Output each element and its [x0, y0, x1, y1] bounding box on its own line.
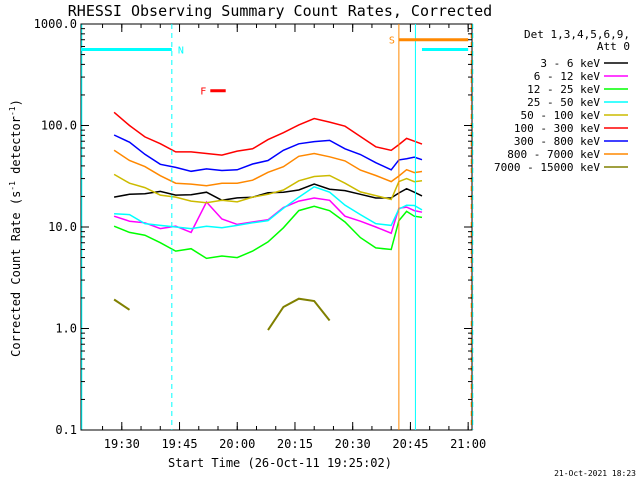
y-axis-label-sup2: -1: [8, 106, 17, 116]
legend-entry-label: 25 - 50 keV: [527, 96, 600, 109]
series-line: [113, 149, 423, 187]
legend-entry-label: 300 - 800 keV: [514, 135, 600, 148]
y-tick-label: 100.0: [41, 119, 77, 133]
axis-layer: 1000.0 100.0 10.0 1.0 0.1 19:30 19:45 20:00 20:1…: [34, 17, 487, 451]
series-line: [113, 134, 423, 173]
y-axis-label-sup1: -1: [8, 181, 17, 191]
series-line: [113, 205, 423, 260]
legend-entry-label: 100 - 300 keV: [514, 122, 600, 135]
y-tick-label: 1000.0: [34, 17, 77, 31]
x-tick-label: 19:45: [161, 437, 197, 451]
x-tick-label: 20:45: [392, 437, 428, 451]
legend-entry-label: 7000 - 15000 keV: [494, 161, 600, 174]
y-tick-label: 1.0: [55, 322, 77, 336]
flag-bar-label: S: [389, 36, 395, 47]
series-line: [113, 183, 423, 202]
y-axis-label-part3: ): [9, 99, 23, 106]
x-tick-label: 20:30: [335, 437, 371, 451]
flag-layer: N S F: [81, 24, 474, 430]
legend-entry-label: 800 - 7000 keV: [507, 148, 600, 161]
plot-area: [80, 23, 473, 431]
series-layer: [113, 111, 423, 331]
y-axis-label: Corrected Count Rate (s-1 detector-1): [8, 99, 23, 357]
legend-entry-label: 12 - 25 keV: [527, 83, 600, 96]
flag-bar-label: N: [178, 46, 184, 57]
plot-frame: [80, 23, 473, 431]
y-tick-label: 0.1: [55, 423, 77, 437]
x-tick-label: 19:30: [104, 437, 140, 451]
legend-entry-label: 6 - 12 keV: [534, 70, 601, 83]
series-line: [113, 173, 423, 204]
chart-title: RHESSI Observing Summary Count Rates, Co…: [68, 2, 492, 20]
legend-header-detectors: Det 1,3,4,5,6,9,: [524, 28, 630, 41]
y-axis-label-part2: detector: [9, 116, 23, 181]
x-tick-label: 20:00: [219, 437, 255, 451]
legend-header-attenuator: Att 0: [597, 40, 630, 53]
series-line: [113, 298, 131, 311]
series-line: [267, 297, 331, 331]
x-axis-label: Start Time (26-Oct-11 19:25:02): [168, 456, 392, 470]
series-line: [113, 197, 423, 235]
y-axis-label-part1: Corrected Count Rate (s: [9, 191, 23, 357]
legend-entry-label: 50 - 100 keV: [521, 109, 601, 122]
series-line: [113, 111, 423, 156]
flag-bar-label: F: [200, 87, 206, 98]
legend-entry-label: 3 - 6 keV: [540, 57, 600, 70]
x-tick-label: 20:15: [277, 437, 313, 451]
y-tick-label: 10.0: [48, 220, 77, 234]
series-line: [114, 185, 423, 230]
timestamp-label: 21-Oct-2021 18:23: [554, 469, 636, 478]
x-tick-label: 21:00: [450, 437, 486, 451]
